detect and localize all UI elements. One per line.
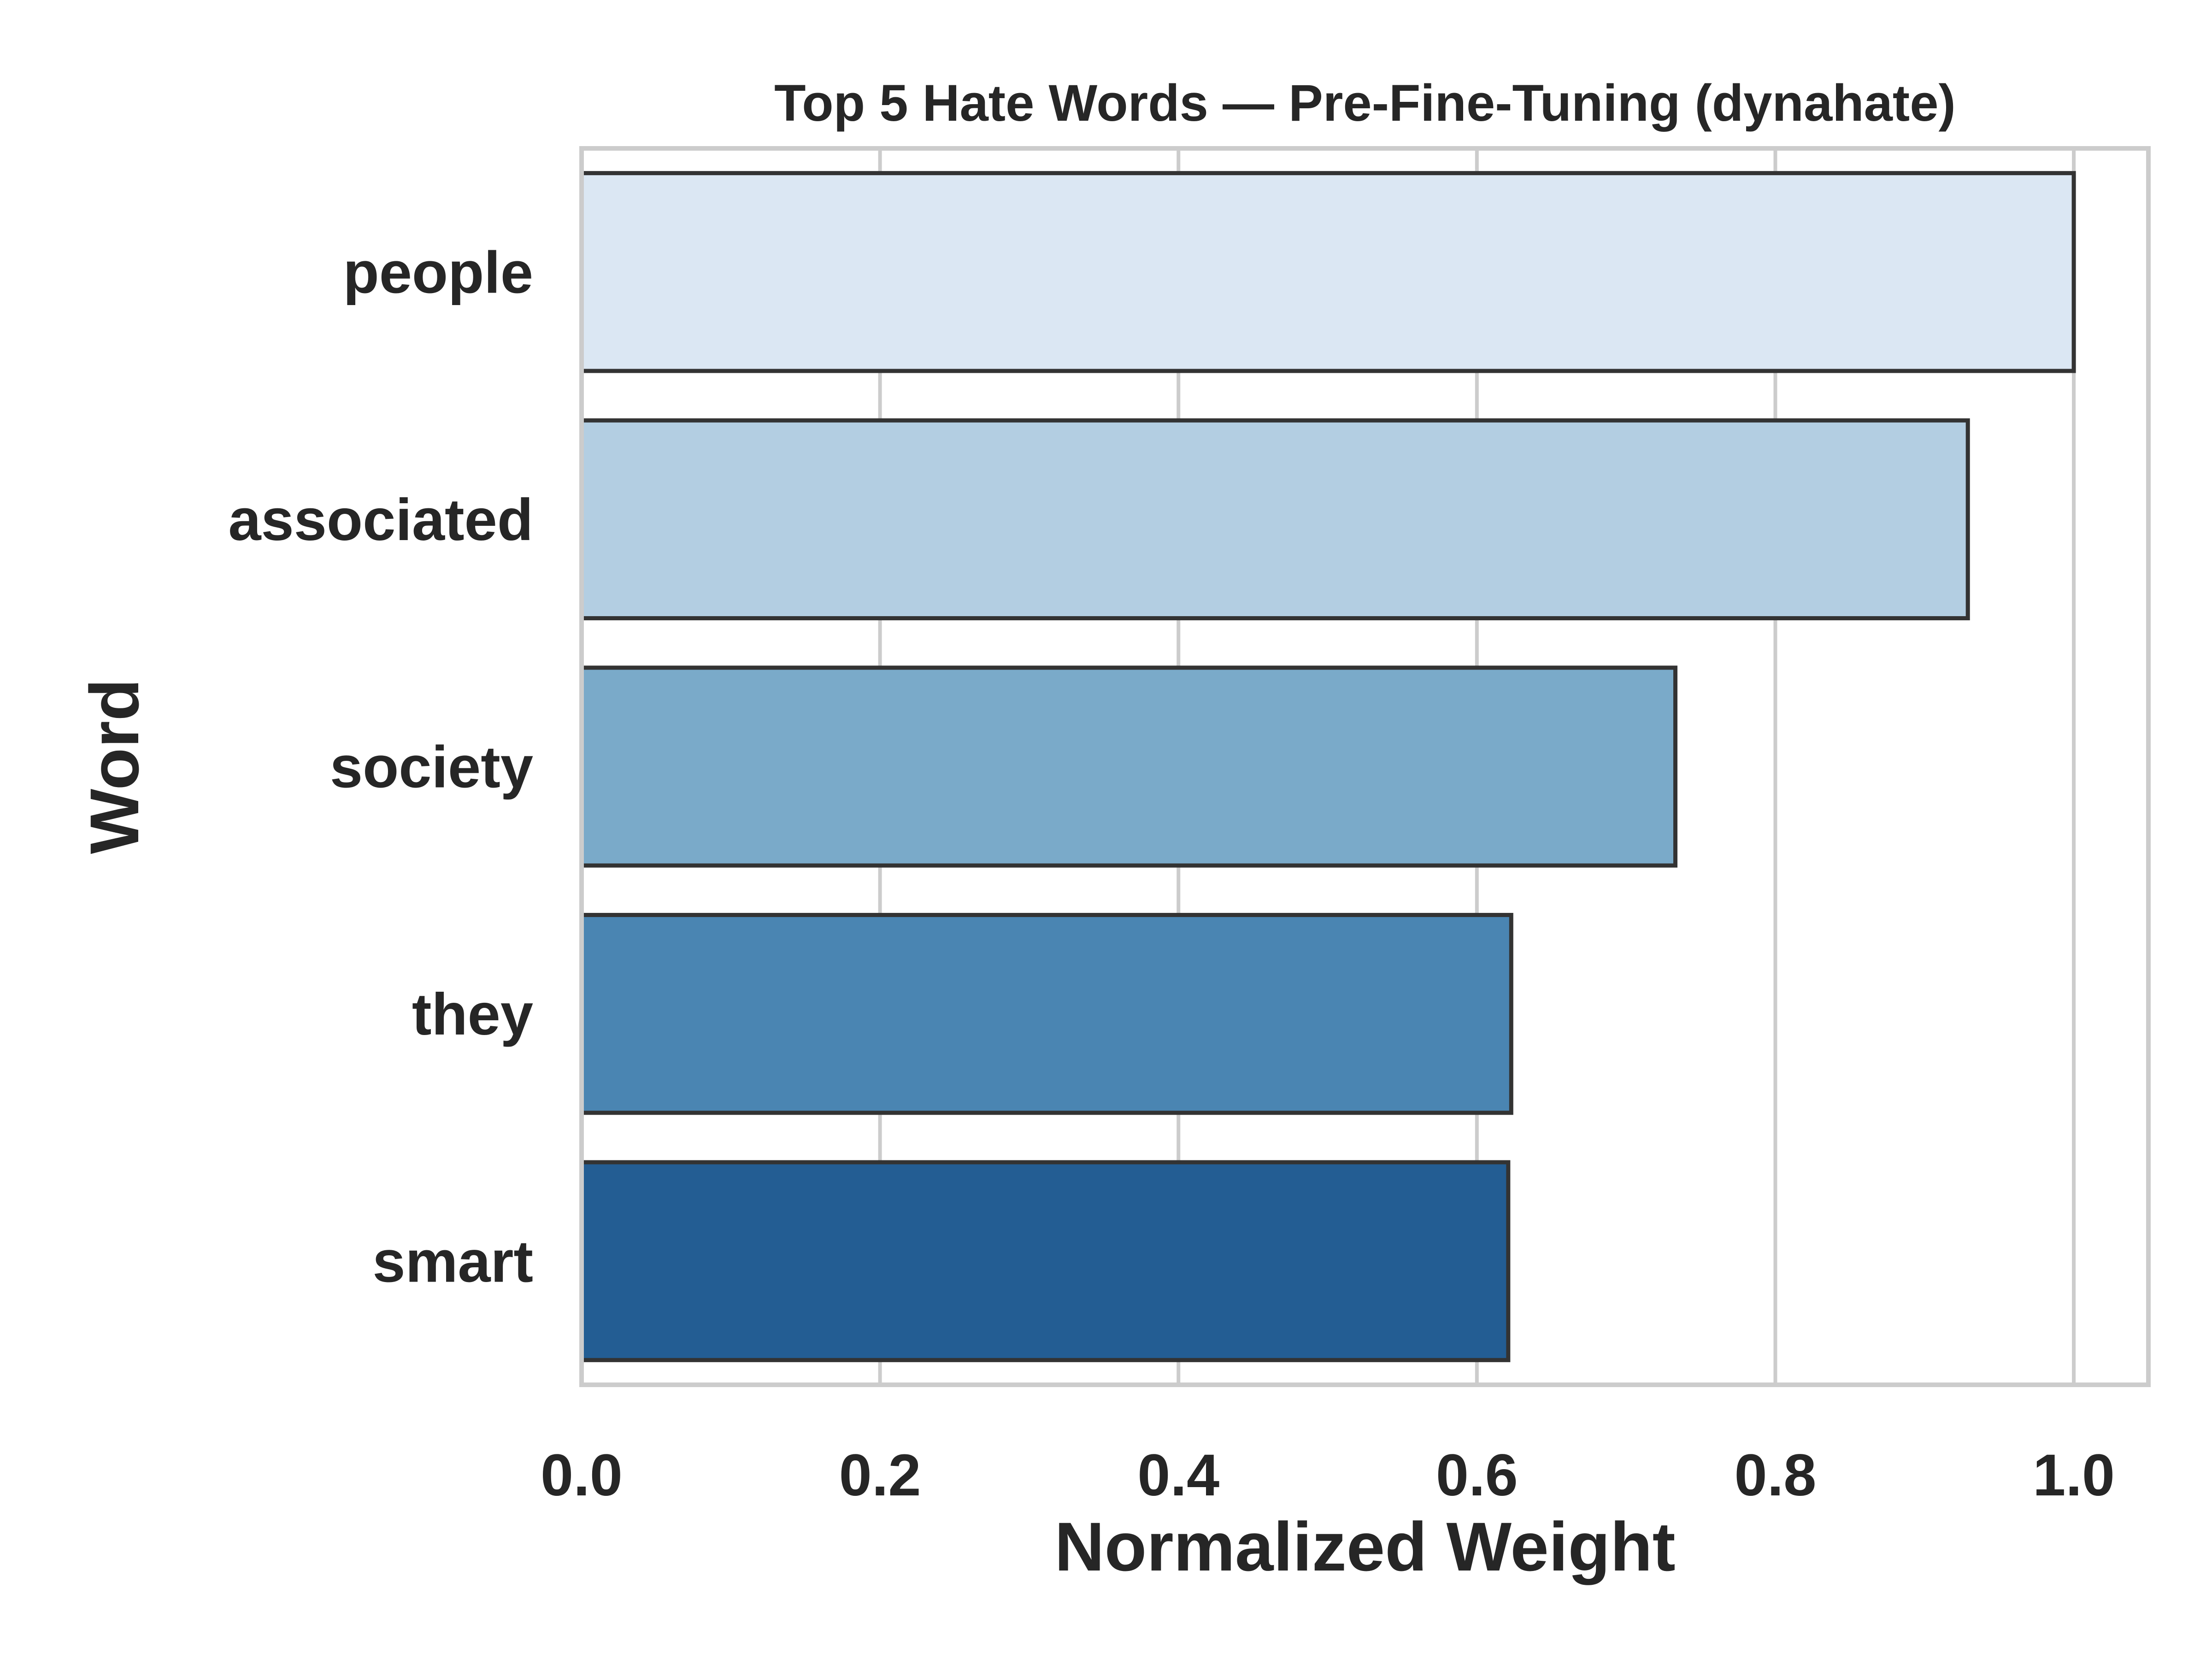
chart-title: Top 5 Hate Words — Pre-Fine-Tuning (dyna… [774, 74, 1956, 132]
bar-society [579, 665, 1678, 868]
y-tick-label-people: people [343, 240, 534, 306]
y-tick-label-they: they [412, 982, 533, 1047]
bar-people [579, 171, 2076, 373]
plot-frame [579, 146, 2151, 1387]
y-tick-label-smart: smart [372, 1229, 533, 1295]
x-tick-labels: 0.0 0.2 0.4 0.6 0.8 1.0 [541, 1442, 2115, 1508]
x-tick-label: 0.2 [839, 1442, 921, 1508]
y-tick-labels: people associated society they smart [228, 240, 533, 1294]
x-tick-label: 0.0 [541, 1442, 623, 1508]
bar-associated [579, 418, 1970, 621]
bar-they [579, 912, 1513, 1115]
y-axis-label: Word [76, 679, 153, 854]
y-tick-label-associated: associated [228, 487, 533, 553]
x-tick-label: 0.4 [1137, 1442, 1219, 1508]
x-tick-label: 1.0 [2033, 1442, 2115, 1508]
bars [579, 171, 2076, 1362]
x-tick-label: 0.6 [1436, 1442, 1518, 1508]
bar-smart [579, 1160, 1511, 1362]
x-axis-label: Normalized Weight [1054, 1508, 1675, 1585]
y-tick-label-society: society [330, 735, 533, 800]
x-tick-label: 0.8 [1735, 1442, 1817, 1508]
